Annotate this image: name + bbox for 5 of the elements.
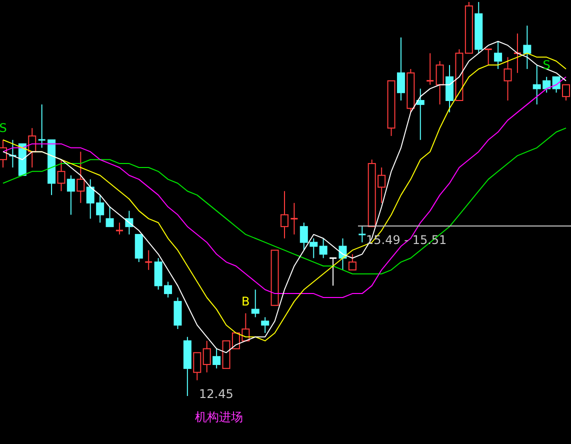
annotation: 12.45 xyxy=(199,387,234,401)
annotation: B xyxy=(242,294,250,308)
annotation: 机构进场 xyxy=(195,410,243,424)
annotation: S xyxy=(542,58,550,72)
annotation: S xyxy=(0,120,7,135)
